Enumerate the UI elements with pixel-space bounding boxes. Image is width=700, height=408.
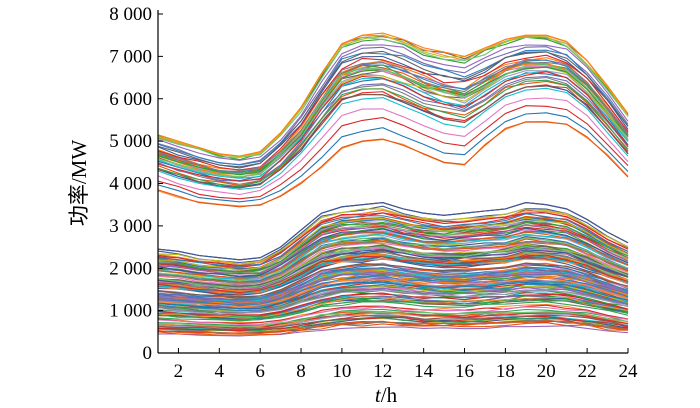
x-tick-label: 2 xyxy=(174,361,184,382)
x-tick-label: 10 xyxy=(332,361,351,382)
upper-series-line xyxy=(157,34,629,158)
y-axis-label: 功率/MW xyxy=(67,140,91,227)
lower-series-line xyxy=(157,320,629,335)
lower-series-line xyxy=(157,277,629,308)
upper-series-line xyxy=(157,64,629,178)
upper-series-line xyxy=(157,61,629,172)
lower-series-line xyxy=(157,281,629,310)
upper-series-line xyxy=(157,76,629,185)
lower-series-line xyxy=(157,231,629,279)
lower-series-line xyxy=(157,289,629,315)
y-tick-label: 2 000 xyxy=(109,258,152,279)
lower-series-line xyxy=(157,254,629,294)
upper-series-line xyxy=(157,71,629,182)
lower-series-line xyxy=(157,205,629,264)
upper-series-line xyxy=(157,80,629,187)
y-tick-label: 5 000 xyxy=(109,131,152,152)
lower-series-line xyxy=(157,227,629,278)
lower-series-line xyxy=(157,209,629,265)
lower-series-line xyxy=(157,301,629,322)
lower-series-line xyxy=(157,262,629,298)
upper-series-line xyxy=(157,87,629,190)
lower-series-line xyxy=(157,213,629,267)
upper-series-line xyxy=(157,85,629,189)
tick-labels: 0 1 000 2 000 3 000 4 000 5 000 6 000 7 000 8 00… xyxy=(109,4,638,382)
lower-series-line xyxy=(157,308,629,327)
y-tick-label: 7 000 xyxy=(109,46,152,67)
upper-series-line xyxy=(157,112,629,203)
upper-series-line xyxy=(157,97,629,196)
lower-series-line xyxy=(157,224,629,275)
lower-series-line xyxy=(157,236,629,282)
lower-series-line xyxy=(157,264,629,299)
lower-series-line xyxy=(157,217,629,271)
axes xyxy=(157,10,629,354)
x-tick-label: 6 xyxy=(255,361,265,382)
lower-series-line xyxy=(157,240,629,284)
y-tick-label: 6 000 xyxy=(109,89,152,110)
lower-series-line xyxy=(157,314,629,330)
lower-series-line xyxy=(157,305,629,325)
x-tick-label: 20 xyxy=(537,361,556,382)
lower-series-line xyxy=(157,298,629,321)
upper-series-line xyxy=(157,105,629,200)
y-tick-label: 3 000 xyxy=(109,216,152,237)
upper-series-line xyxy=(157,54,629,171)
lower-series-line xyxy=(157,212,629,267)
x-tick-label: 12 xyxy=(373,361,392,382)
x-tick-label: 4 xyxy=(215,361,225,382)
x-tick-label: 18 xyxy=(496,361,515,382)
lower-series-line xyxy=(157,304,629,325)
lower-series-line xyxy=(158,325,629,337)
series-line-upper-min xyxy=(157,121,629,208)
lower-series-line xyxy=(157,246,629,289)
lower-series-line xyxy=(157,273,629,305)
series-line-lower-max xyxy=(157,202,629,261)
series-line-upper-max xyxy=(157,32,629,157)
upper-series-line xyxy=(157,34,629,158)
lower-series-line xyxy=(157,233,629,281)
lower-series-line xyxy=(157,249,629,291)
y-tick-label: 4 000 xyxy=(109,174,152,195)
upper-series-line xyxy=(157,59,629,173)
x-tick-label: 16 xyxy=(455,361,474,382)
x-axis-label-var: t xyxy=(375,383,382,407)
upper-series-line xyxy=(157,79,629,187)
series-layer xyxy=(157,32,629,337)
lower-series-line xyxy=(157,271,629,303)
lower-series-line xyxy=(157,208,629,265)
lower-series-line xyxy=(157,322,629,336)
x-axis-label-unit: /h xyxy=(381,383,398,407)
lower-series-line xyxy=(157,296,629,319)
lower-series-line xyxy=(157,221,629,273)
x-tick-label: 24 xyxy=(619,361,639,382)
lower-series-line xyxy=(157,315,629,332)
x-tick-label: 14 xyxy=(414,361,434,382)
lower-series-line xyxy=(157,311,629,328)
upper-series-line xyxy=(157,50,629,168)
lower-series-line xyxy=(157,220,629,272)
y-tick-label: 8 000 xyxy=(109,4,152,25)
y-tick-label: 1 000 xyxy=(109,301,152,322)
y-tick-label: 0 xyxy=(143,343,153,364)
lower-series-line xyxy=(157,266,629,302)
x-axis-label: t/h xyxy=(375,383,398,407)
x-tick-label: 8 xyxy=(296,361,306,382)
lower-series-line xyxy=(157,244,629,288)
upper-series-line xyxy=(157,44,629,161)
x-tick-label: 22 xyxy=(578,361,597,382)
lower-series-line xyxy=(157,292,629,316)
lower-series-line xyxy=(157,283,629,312)
